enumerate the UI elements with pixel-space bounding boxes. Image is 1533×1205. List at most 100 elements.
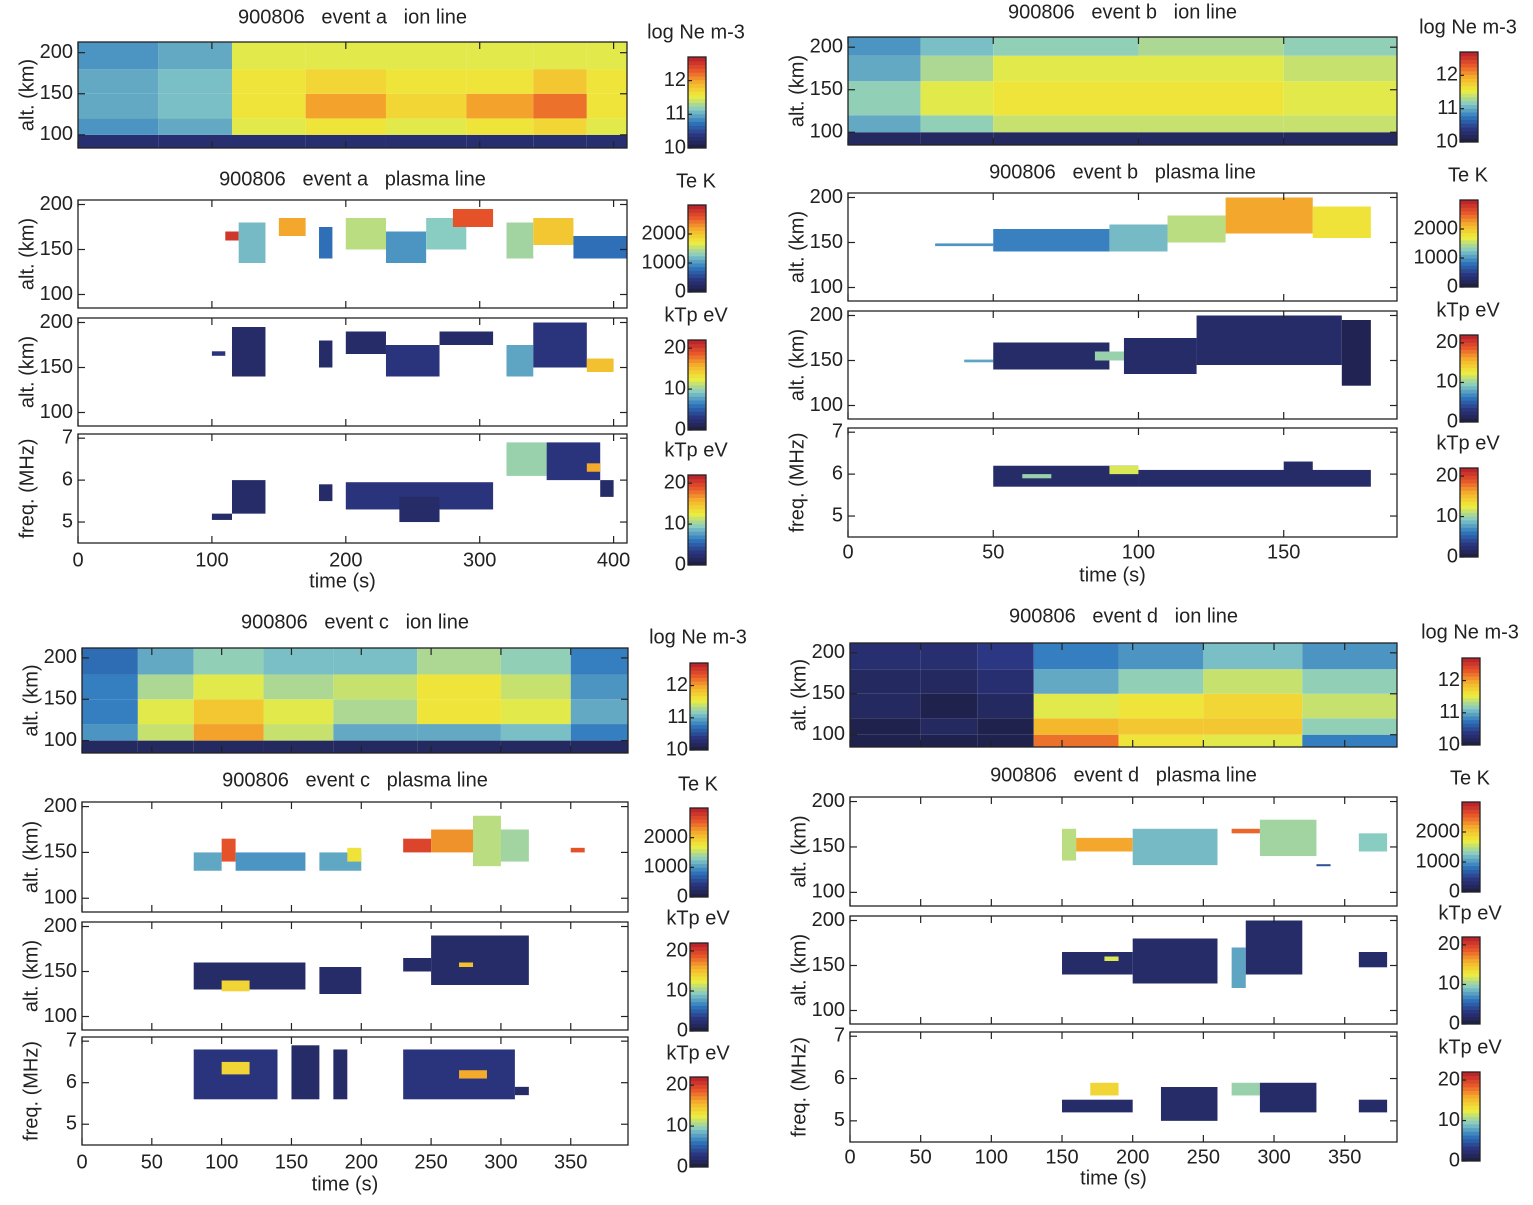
plasma-cell <box>533 322 587 368</box>
y-axis-label: alt. (km) <box>20 940 42 1012</box>
colorbar-segment <box>1460 276 1478 281</box>
y-tick-label: 100 <box>812 999 845 1021</box>
colorbar-segment <box>688 241 706 246</box>
colorbar-segment <box>690 742 708 747</box>
heatmap-cell <box>920 81 994 116</box>
heatmap-cell <box>333 699 418 725</box>
y-tick-label: 200 <box>44 915 77 937</box>
colorbar-segment <box>1462 697 1480 702</box>
colorbar-segment <box>1460 115 1478 120</box>
colorbar-segment <box>1462 723 1480 728</box>
heatmap-cell <box>1302 693 1397 719</box>
y-axis-label: freq. (MHz) <box>786 433 808 533</box>
colorbar-segment <box>688 273 706 278</box>
colorbar-segment <box>690 994 708 999</box>
colorbar-segment <box>688 234 706 239</box>
panel-title: 900806 event d plasma line <box>990 764 1257 786</box>
colorbar-frame <box>1461 657 1481 746</box>
heatmap-cell <box>78 134 159 148</box>
y-tick-label: 150 <box>812 954 845 976</box>
heatmap-cell <box>920 693 978 719</box>
colorbar-segment <box>1462 679 1480 684</box>
plasma-cell <box>221 980 250 992</box>
colorbar-segment <box>1460 236 1478 241</box>
colorbar-tick-label: 20 <box>1436 331 1458 353</box>
plasma-cell <box>1132 828 1218 866</box>
heatmap-cell <box>920 37 994 56</box>
plasma-cell <box>211 513 232 520</box>
plasma-cell <box>385 231 427 263</box>
y-axis-label: alt. (km) <box>16 336 38 408</box>
colorbar-segment <box>1462 880 1480 885</box>
colorbar-segment <box>1460 393 1478 398</box>
plasma-cell <box>319 340 333 368</box>
y-tick-label: 100 <box>44 1005 77 1027</box>
heatmap-cell <box>586 134 627 148</box>
colorbar-segment <box>1462 1138 1480 1143</box>
colorbar-segment <box>690 710 708 715</box>
heatmap-cell <box>1203 718 1303 735</box>
colorbar-segment <box>1462 1127 1480 1132</box>
heatmap-cell <box>850 718 921 735</box>
colorbar-segment <box>688 106 706 111</box>
colorbar-segment <box>1460 229 1478 234</box>
heatmap-cell <box>466 69 534 94</box>
colorbar-segment <box>1462 969 1480 974</box>
heatmap-cell <box>1283 115 1397 133</box>
y-tick-label: 6 <box>62 468 73 490</box>
colorbar-segment <box>690 1020 708 1025</box>
colorbar-segment <box>1460 119 1478 124</box>
plasma-cell <box>278 218 306 236</box>
plasma-cell <box>586 463 601 472</box>
heatmap-cell <box>1302 718 1397 735</box>
colorbar-segment <box>690 1092 708 1097</box>
y-tick-label: 200 <box>810 304 843 326</box>
colorbar-frame <box>1461 936 1481 1025</box>
colorbar-tick-label: 0 <box>1447 545 1458 567</box>
colorbar-segment <box>1460 508 1478 513</box>
colorbar-segment <box>1460 63 1478 68</box>
plasma-cell <box>439 331 494 345</box>
y-tick-label: 7 <box>834 1025 845 1047</box>
colorbar-segment <box>1462 944 1480 949</box>
colorbar-segment <box>688 388 706 393</box>
heatmap-cell <box>1283 81 1397 116</box>
colorbar-segment <box>1460 471 1478 476</box>
colorbar-segment <box>688 493 706 498</box>
colorbar-segment <box>1462 951 1480 956</box>
colorbar-segment <box>1462 817 1480 822</box>
colorbar-segment <box>1460 553 1478 558</box>
heatmap-cell <box>993 81 1139 116</box>
colorbar-segment <box>1462 1005 1480 1010</box>
colorbar-segment <box>1460 221 1478 226</box>
colorbar-segment <box>688 561 706 566</box>
colorbar-label: kTp eV <box>1436 299 1500 321</box>
y-tick-label: 150 <box>810 349 843 371</box>
colorbar-segment <box>1462 668 1480 673</box>
y-tick-label: 150 <box>44 841 77 863</box>
colorbar-segment <box>690 811 708 816</box>
heatmap-cell <box>1033 718 1119 735</box>
colorbar-tick-label: 0 <box>677 1019 688 1041</box>
plasma-cell <box>291 1045 320 1100</box>
x-tick-label: 150 <box>1045 1146 1078 1168</box>
colorbar-segment <box>688 248 706 253</box>
colorbar-segment <box>688 501 706 506</box>
y-tick-label: 100 <box>40 123 73 145</box>
colorbar-segment <box>688 351 706 356</box>
colorbar-label: kTp eV <box>664 439 728 461</box>
colorbar-tick-label: 10 <box>1436 130 1458 152</box>
heatmap-cell <box>78 69 159 94</box>
colorbar-tick-label: 0 <box>675 418 686 440</box>
colorbar-segment <box>688 132 706 138</box>
plasma-cell <box>586 358 614 372</box>
colorbar-segment <box>1462 737 1480 742</box>
heatmap-cell <box>263 674 334 700</box>
x-axis-label: time (s) <box>309 570 376 592</box>
y-tick-label: 100 <box>40 283 73 305</box>
y-tick-label: 150 <box>40 356 73 378</box>
colorbar-segment <box>1462 1097 1480 1103</box>
y-axis-label: alt. (km) <box>788 934 810 1006</box>
plasma-cell <box>964 359 994 363</box>
colorbar-segment <box>1462 987 1480 992</box>
